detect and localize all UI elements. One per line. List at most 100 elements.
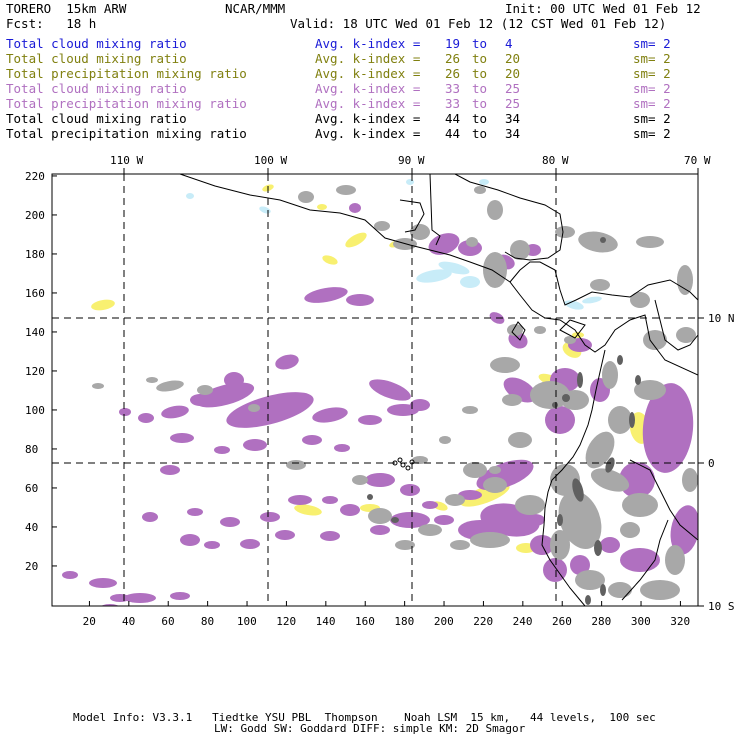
x-tick-label: 100 bbox=[237, 615, 257, 628]
gray-cloud-area bbox=[352, 475, 368, 485]
gray-cloud-area bbox=[550, 530, 570, 560]
gray-cloud-area bbox=[564, 336, 576, 344]
legend-hi: 20 bbox=[505, 51, 521, 66]
yellow-cloud-area bbox=[294, 504, 322, 516]
gray-cloud-area bbox=[636, 236, 664, 248]
cyan-cloud-area bbox=[582, 296, 602, 304]
coastline bbox=[509, 261, 698, 306]
legend-avg: Avg. k-index = bbox=[315, 36, 421, 51]
legend-hi: 34 bbox=[505, 111, 521, 126]
purple-cloud-area bbox=[101, 604, 119, 606]
purple-cloud-area bbox=[110, 594, 130, 602]
physics-info: LW: Godd SW: Goddard DIFF: simple KM: 2D… bbox=[214, 722, 526, 735]
plot-frame bbox=[51, 173, 699, 607]
island bbox=[397, 457, 403, 463]
x-tick-label: 40 bbox=[122, 615, 135, 628]
purple-cloud-area bbox=[275, 354, 299, 370]
legend-hi: 34 bbox=[505, 126, 521, 141]
yellow-cloud-area bbox=[345, 232, 367, 248]
darkgray-cloud-area bbox=[585, 595, 591, 605]
x-tick-label: 180 bbox=[394, 615, 414, 628]
gray-cloud-area bbox=[463, 462, 487, 478]
purple-cloud-area bbox=[390, 512, 430, 528]
legend-to: to bbox=[472, 81, 488, 96]
x-tick-label: 240 bbox=[513, 615, 533, 628]
legend-lo: 26 bbox=[445, 66, 461, 81]
y-tick-label: 180 bbox=[25, 248, 45, 261]
purple-cloud-area bbox=[619, 462, 655, 498]
gray-cloud-area bbox=[336, 185, 356, 195]
purple-cloud-area bbox=[124, 593, 156, 603]
purple-cloud-area bbox=[349, 203, 361, 213]
gray-cloud-area bbox=[483, 252, 507, 288]
purple-cloud-area bbox=[322, 496, 338, 504]
darkgray-cloud-area bbox=[594, 540, 602, 556]
darkgray-cloud-area bbox=[572, 478, 584, 502]
gray-cloud-area bbox=[439, 436, 451, 444]
purple-cloud-area bbox=[142, 512, 158, 522]
y-tick-label: 160 bbox=[25, 287, 45, 300]
purple-cloud-area bbox=[570, 555, 590, 575]
lon-label: 90 W bbox=[398, 154, 425, 167]
cyan-cloud-area bbox=[416, 269, 452, 283]
purple-cloud-area bbox=[525, 514, 545, 526]
gray-cloud-area bbox=[445, 494, 465, 506]
gray-cloud-area bbox=[508, 432, 532, 448]
coastline bbox=[654, 299, 698, 351]
y-tick-label: 140 bbox=[25, 326, 45, 339]
forecast-hour: Fcst: 18 h bbox=[6, 16, 97, 31]
axis-ticks bbox=[52, 168, 704, 607]
purple-cloud-area bbox=[304, 287, 348, 303]
gray-cloud-area bbox=[450, 540, 470, 550]
legend-hi: 25 bbox=[505, 96, 521, 111]
legend-lo: 33 bbox=[445, 96, 461, 111]
island bbox=[405, 465, 411, 471]
x-tick-label: 300 bbox=[631, 615, 651, 628]
lon-label: 70 W bbox=[684, 154, 711, 167]
legend-hi: 4 bbox=[505, 36, 513, 51]
legend-avg: Avg. k-index = bbox=[315, 81, 421, 96]
lat-label: 10 N bbox=[708, 312, 735, 325]
darkgray-cloud-area bbox=[391, 517, 399, 523]
valid-time: Valid: 18 UTC Wed 01 Feb 12 (12 CST Wed … bbox=[290, 16, 667, 31]
legend-label: Total precipitation mixing ratio bbox=[6, 66, 247, 81]
coastline bbox=[511, 321, 526, 341]
gray-cloud-area bbox=[466, 237, 478, 247]
purple-cloud-area bbox=[369, 379, 411, 401]
lon-label: 110 W bbox=[110, 154, 143, 167]
gray-cloud-area bbox=[502, 394, 522, 406]
gray-cloud-area bbox=[590, 468, 630, 492]
purple-cloud-area bbox=[288, 495, 312, 505]
cyan-cloud-area bbox=[406, 179, 414, 185]
x-tick-label: 160 bbox=[355, 615, 375, 628]
purple-cloud-area bbox=[340, 504, 360, 516]
purple-cloud-area bbox=[365, 473, 395, 487]
gray-cloud-area bbox=[490, 357, 520, 373]
gray-cloud-area bbox=[197, 385, 213, 395]
legend-sm: sm= 2 bbox=[633, 51, 671, 66]
coastline bbox=[559, 319, 586, 339]
purple-cloud-area bbox=[119, 408, 131, 416]
gray-cloud-area bbox=[590, 279, 610, 291]
purple-cloud-area bbox=[346, 294, 374, 306]
purple-cloud-area bbox=[195, 382, 255, 408]
gray-cloud-area bbox=[374, 221, 390, 231]
x-tick-label: 140 bbox=[316, 615, 336, 628]
coastline bbox=[429, 174, 441, 246]
lat-label: 10 S bbox=[708, 600, 735, 613]
y-tick-label: 80 bbox=[25, 443, 38, 456]
darkgray-cloud-area bbox=[557, 514, 563, 526]
gray-cloud-area bbox=[634, 380, 666, 400]
lon-label: 100 W bbox=[254, 154, 287, 167]
gray-cloud-area bbox=[665, 545, 685, 575]
cyan-cloud-area bbox=[479, 179, 489, 185]
cyan-cloud-area bbox=[186, 193, 194, 199]
coastline bbox=[454, 174, 564, 261]
darkgray-cloud-area bbox=[562, 394, 570, 402]
darkgray-cloud-area bbox=[600, 237, 606, 243]
purple-cloud-area bbox=[170, 433, 194, 443]
gray-cloud-area bbox=[622, 493, 658, 517]
gray-cloud-area bbox=[578, 231, 618, 253]
legend-label: Total precipitation mixing ratio bbox=[6, 126, 247, 141]
gray-cloud-area bbox=[608, 582, 632, 598]
